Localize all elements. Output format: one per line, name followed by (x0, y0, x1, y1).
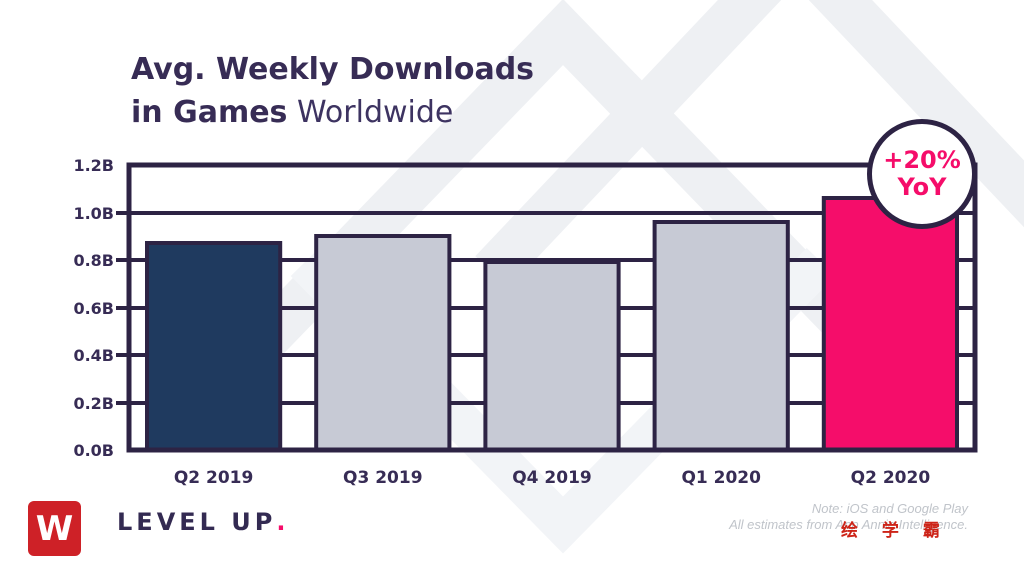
y-axis-label: 0.4B (73, 346, 114, 365)
y-axis-label: 0.8B (73, 251, 114, 270)
y-axis-label: 1.0B (73, 204, 114, 223)
brand-logo: W (28, 501, 81, 556)
yoy-badge: +20% YoY (867, 119, 977, 229)
bar-q1-2020 (652, 220, 790, 452)
chart-title: Avg. Weekly Downloads in Games Worldwide (131, 48, 534, 134)
title-line1: Avg. Weekly Downloads (131, 52, 535, 87)
brand-text: LEVEL UP (117, 508, 277, 536)
brand-wordmark: LEVEL UP. (117, 508, 286, 536)
bar-q4-2019 (483, 260, 621, 452)
plot-frame (126, 162, 978, 453)
x-axis-label: Q3 2019 (343, 468, 423, 488)
y-axis-label: 1.2B (73, 156, 114, 175)
x-axis-label: Q4 2019 (512, 468, 592, 488)
brand-dot: . (276, 508, 286, 536)
y-axis-label: 0.2B (73, 394, 114, 413)
source-note-line1: Note: iOS and Google Play (811, 501, 968, 516)
x-axis-label: Q1 2020 (681, 468, 761, 488)
yoy-badge-value: +20% (883, 146, 961, 174)
x-axis-label: Q2 2020 (851, 468, 931, 488)
title-line2-light: Worldwide (297, 95, 454, 130)
source-note-line2: All estimates from App Annie Intelligenc… (729, 517, 968, 532)
bar-q2-2020 (821, 196, 959, 452)
y-axis-label: 0.6B (73, 299, 114, 318)
bar-q3-2019 (314, 234, 452, 452)
yoy-badge-label: YoY (897, 173, 947, 201)
source-note: Note: iOS and Google Play All estimates … (729, 501, 968, 533)
y-axis-label: 0.0B (73, 441, 114, 460)
brand-logo-letter: W (35, 508, 74, 549)
x-axis-label: Q2 2019 (174, 468, 254, 488)
bar-q2-2019 (145, 241, 283, 452)
title-line2-bold: in Games (131, 95, 288, 130)
red-watermark-text: 绘 学 霸 (841, 521, 949, 541)
